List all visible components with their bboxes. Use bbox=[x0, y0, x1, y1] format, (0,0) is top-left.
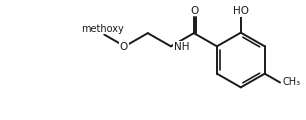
Text: methoxy: methoxy bbox=[81, 24, 124, 34]
Text: HO: HO bbox=[233, 6, 249, 16]
Text: NH: NH bbox=[174, 42, 189, 52]
Text: CH₃: CH₃ bbox=[282, 78, 300, 87]
Text: O: O bbox=[191, 6, 199, 16]
Text: O: O bbox=[120, 42, 128, 52]
